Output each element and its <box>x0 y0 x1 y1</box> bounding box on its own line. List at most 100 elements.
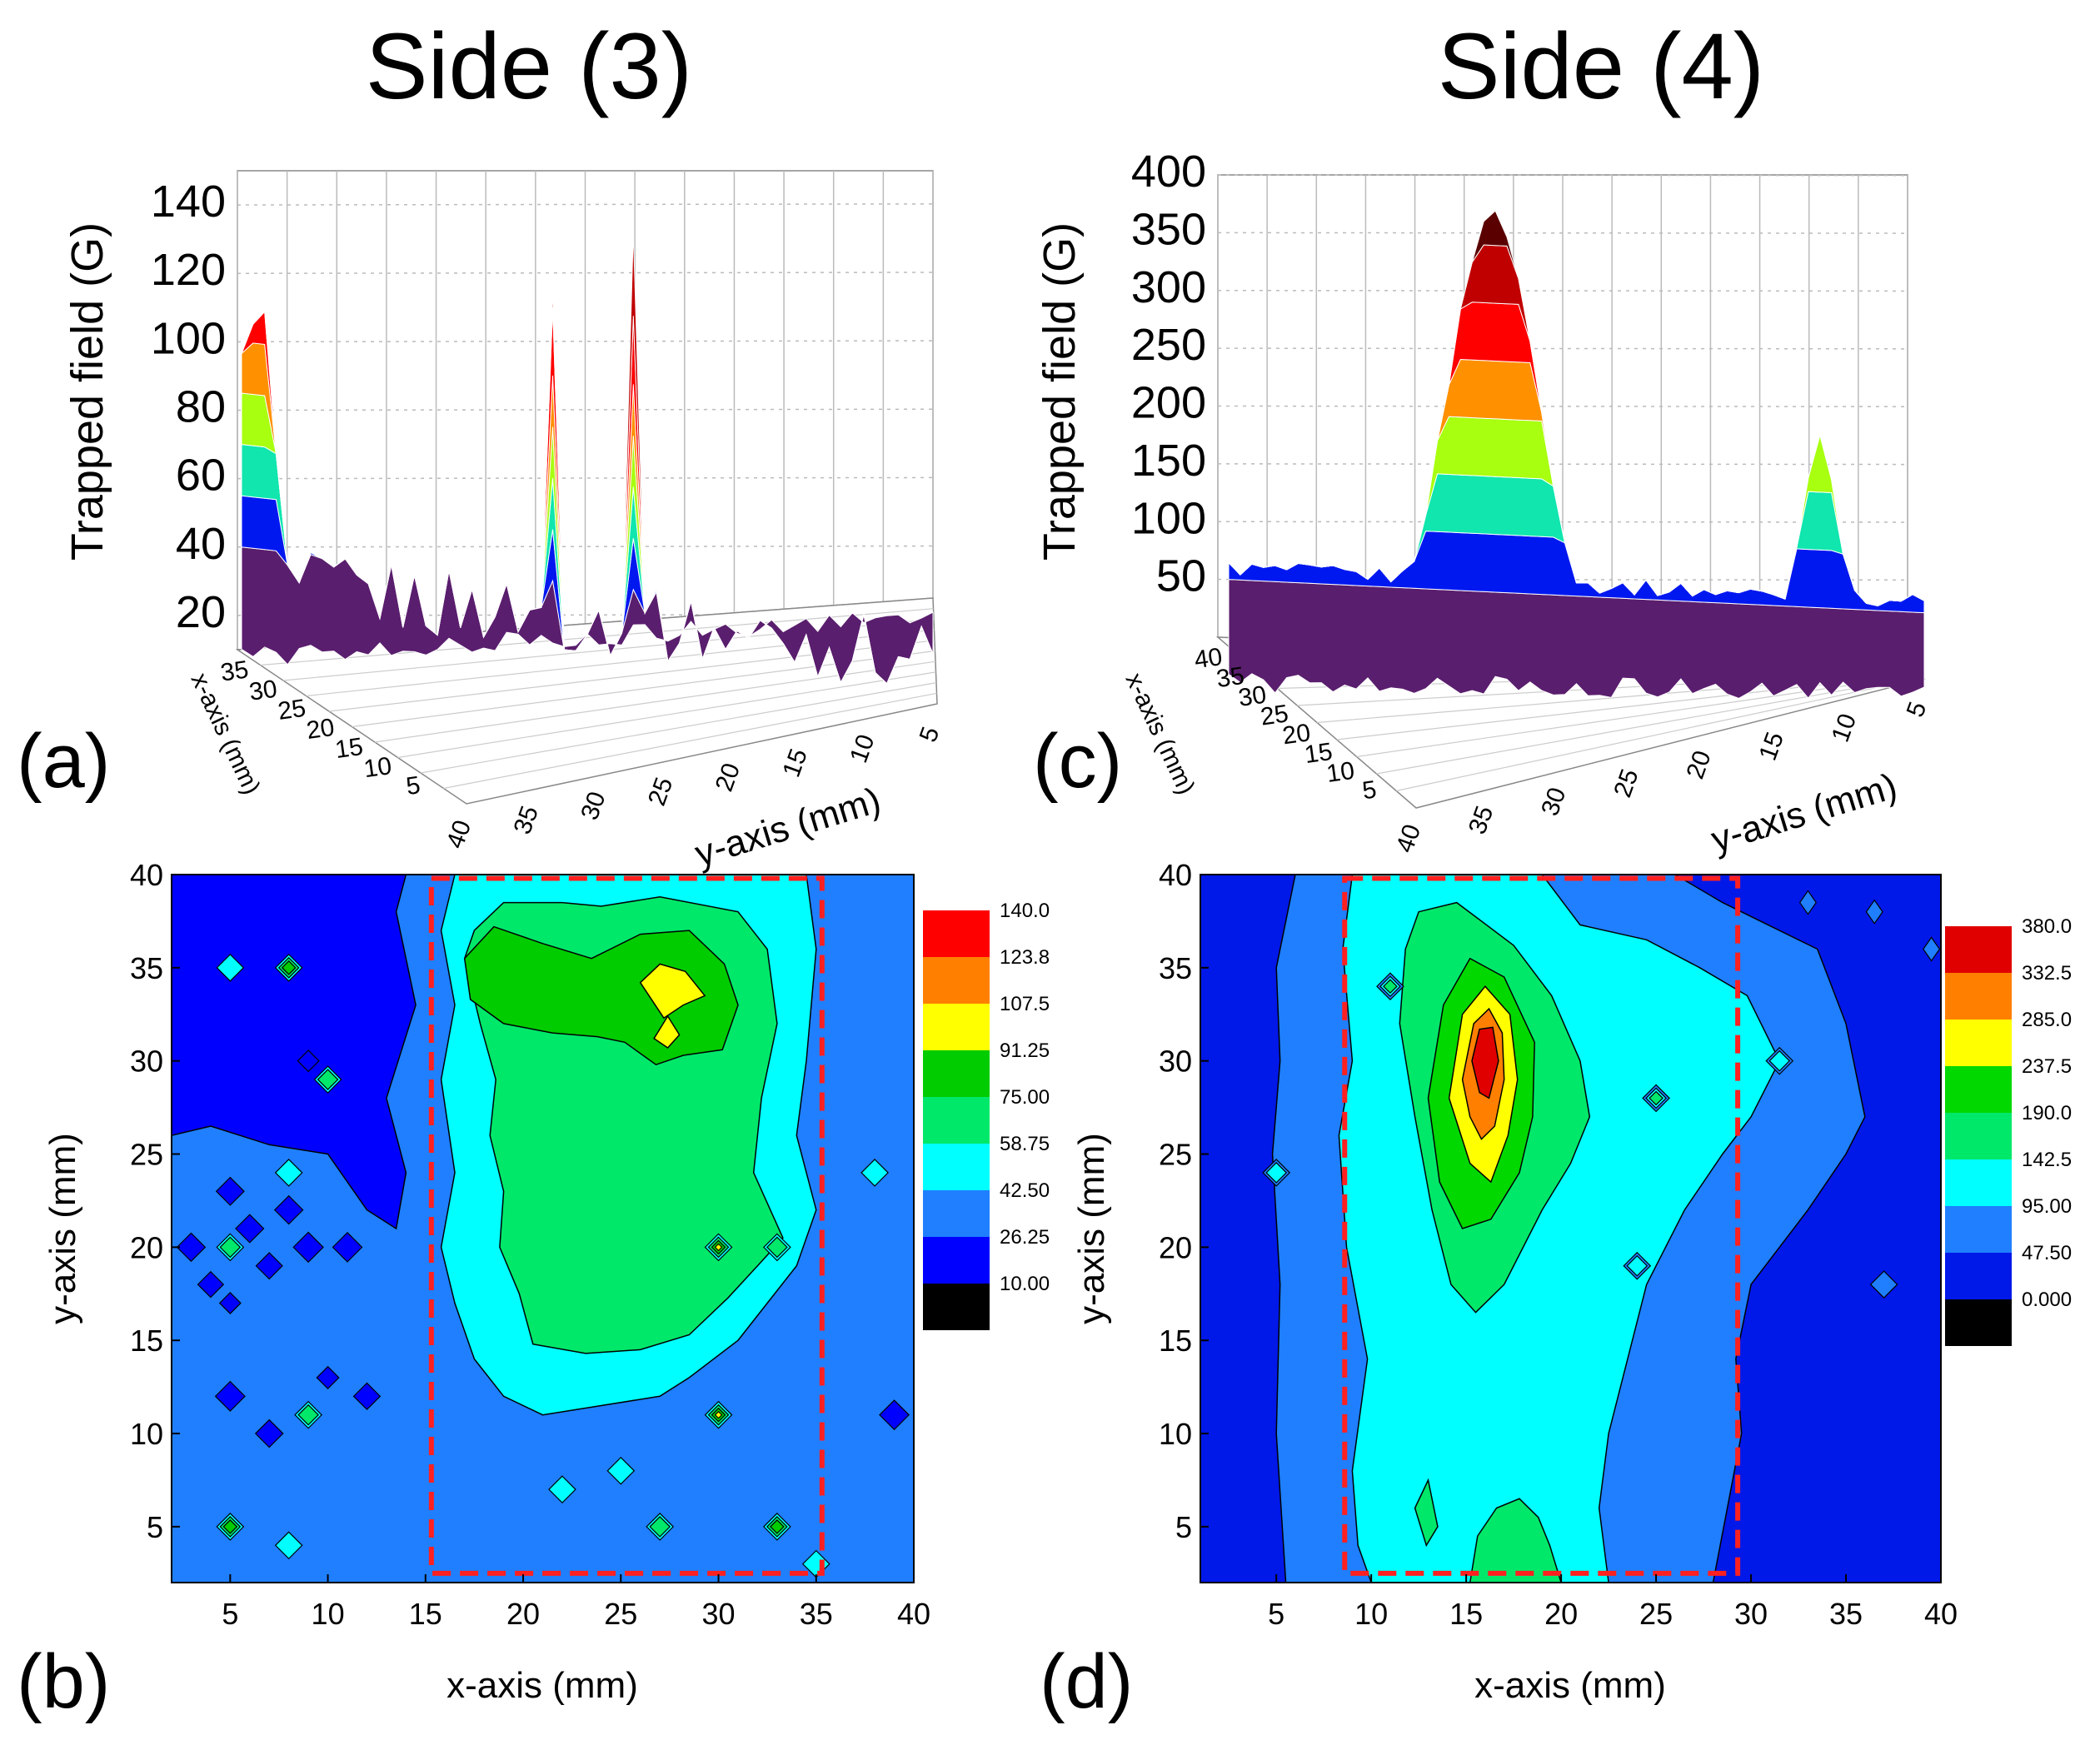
b-colorbar-swatch <box>923 1144 990 1190</box>
a-y-tick-label: 25 <box>643 774 678 810</box>
d-colorbar-label: 285.0 <box>2022 1009 2072 1031</box>
c-x-tick-label: 30 <box>1237 681 1269 712</box>
d-y-tick-label: 35 <box>1159 951 1192 985</box>
b-colorbar-swatch <box>923 1190 990 1237</box>
c-z-gridline <box>1217 521 1908 523</box>
b-colorbar-label: 140.0 <box>1000 900 1050 922</box>
b-contour-spot <box>548 1475 576 1504</box>
panel-label-a: (a) <box>17 719 110 804</box>
d-colorbar-swatch <box>1945 1206 2012 1253</box>
b-y-tick-label: 25 <box>130 1138 163 1172</box>
c-z-gridline <box>1217 290 1908 292</box>
c-surface-band <box>1228 210 1925 606</box>
b-colorbar-swatch <box>923 910 990 957</box>
b-low-spot <box>218 1291 242 1314</box>
a-y-tick-label: 35 <box>509 802 544 838</box>
b-colorbar-swatch <box>923 1004 990 1050</box>
c-z-gridline <box>1217 232 1908 234</box>
a-y-tick-label: 40 <box>441 816 476 852</box>
d-x-tick-label: 40 <box>1924 1597 1958 1631</box>
c-floor-gridline <box>1396 676 1923 792</box>
b-colorbar-label: 42.50 <box>1000 1179 1050 1202</box>
d-raised-spot <box>1923 936 1941 962</box>
c-y-tick-label: 20 <box>1681 747 1716 783</box>
d-y-tick-label: 20 <box>1159 1230 1192 1264</box>
b-low-spot <box>352 1382 382 1411</box>
d-contour-region <box>1469 1498 1562 1583</box>
d-colorbar-swatch <box>1945 1159 2012 1206</box>
c-x-tick-label: 35 <box>1215 662 1246 693</box>
a-x-tick-label: 35 <box>219 656 251 686</box>
b-contour-region <box>653 1015 681 1049</box>
b-y-tick-label: 15 <box>130 1324 163 1358</box>
b-contour-spot <box>714 1410 723 1419</box>
b-low-spot <box>214 1380 246 1412</box>
d-y-tick-label: 10 <box>1159 1417 1192 1451</box>
b-x-axis-label: x-axis (mm) <box>446 1665 638 1706</box>
b-colorbar-swatch <box>923 1097 990 1144</box>
d-y-tick-label: 30 <box>1159 1044 1192 1079</box>
b-colorbar-swatch <box>923 1237 990 1284</box>
a-z-tick-label: 120 <box>151 245 226 295</box>
c-z-tick-label: 50 <box>1156 551 1206 601</box>
d-x-tick-label: 30 <box>1734 1597 1768 1631</box>
a-x-tick-label: 20 <box>305 714 337 745</box>
b-contour-spot <box>606 1456 636 1485</box>
b-colorbar-label: 91.25 <box>1000 1040 1050 1062</box>
b-contour-spot <box>216 953 245 982</box>
c-z-tick-label: 350 <box>1131 204 1206 254</box>
d-x-axis-label: x-axis (mm) <box>1474 1665 1666 1706</box>
d-contour-spot <box>1869 1270 1898 1299</box>
c-z-gridline <box>1217 463 1908 466</box>
a-x-tick-label: 15 <box>333 733 365 764</box>
c-y-tick-label: 25 <box>1609 765 1644 801</box>
contour-plot-b: 5 10 15 20 25 30 35 40 5 10 15 20 25 30 35 40 140.0 123.… <box>42 858 1050 1706</box>
b-x-tick-label: 5 <box>222 1597 238 1631</box>
b-colorbar-label: 58.75 <box>1000 1133 1050 1155</box>
d-x-tick-label: 20 <box>1544 1597 1578 1631</box>
c-x-tick-label: 20 <box>1281 719 1313 750</box>
b-contour-spot <box>219 1236 242 1259</box>
b-y-tick-label: 10 <box>130 1417 163 1451</box>
c-z-tick-label: 200 <box>1131 378 1206 428</box>
b-low-spot <box>316 1365 340 1390</box>
c-z-gridline <box>1217 174 1908 177</box>
d-raised-spot <box>1798 890 1817 915</box>
d-contour-spot <box>1768 1049 1791 1072</box>
c-x-tick-label: 25 <box>1259 700 1290 730</box>
d-colorbar-label: 190.0 <box>2022 1102 2072 1124</box>
b-y-tick-label: 35 <box>130 951 163 985</box>
b-contour-spot <box>649 1516 671 1538</box>
d-colorbar-swatch <box>1945 926 2012 973</box>
c-x-axis-label: x-axis (mm) <box>1120 669 1200 799</box>
b-contour-spot <box>766 1236 788 1259</box>
b-contour-spot <box>714 1243 723 1252</box>
d-colorbar-swatch <box>1945 1113 2012 1159</box>
panel-label-c: (c) <box>1033 719 1122 804</box>
d-colorbar-label: 237.5 <box>2022 1055 2072 1078</box>
b-low-spot <box>255 1252 283 1280</box>
d-y-tick-label: 15 <box>1159 1324 1192 1358</box>
d-y-tick-label: 5 <box>1175 1510 1192 1544</box>
d-contour-spot <box>1265 1162 1288 1184</box>
a-z-axis-label: Trapped field (G) <box>62 222 112 561</box>
a-z-tick-label: 20 <box>176 587 226 637</box>
title-side-3: Side (3) <box>366 14 692 118</box>
d-colorbar-swatch <box>1945 1066 2012 1113</box>
b-y-tick-label: 20 <box>130 1230 163 1264</box>
b-low-spot <box>297 1049 320 1073</box>
b-x-tick-label: 30 <box>702 1597 736 1631</box>
a-z-tick-label: 80 <box>176 382 226 432</box>
a-x-tick-label: 30 <box>247 676 279 706</box>
d-y-axis-label: y-axis (mm) <box>1071 1133 1112 1324</box>
title-side-4: Side (4) <box>1438 14 1764 118</box>
d-y-tick-label: 40 <box>1159 858 1192 892</box>
a-z-tick-label: 140 <box>151 177 226 227</box>
b-colorbar-swatch <box>923 957 990 1004</box>
b-x-tick-label: 10 <box>312 1597 345 1631</box>
c-z-tick-label: 250 <box>1131 320 1206 370</box>
a-x-tick-label: 5 <box>404 771 421 800</box>
d-x-tick-label: 10 <box>1354 1597 1388 1631</box>
b-colorbar-swatch <box>923 1284 990 1330</box>
c-floor-gridline <box>1336 673 1918 740</box>
